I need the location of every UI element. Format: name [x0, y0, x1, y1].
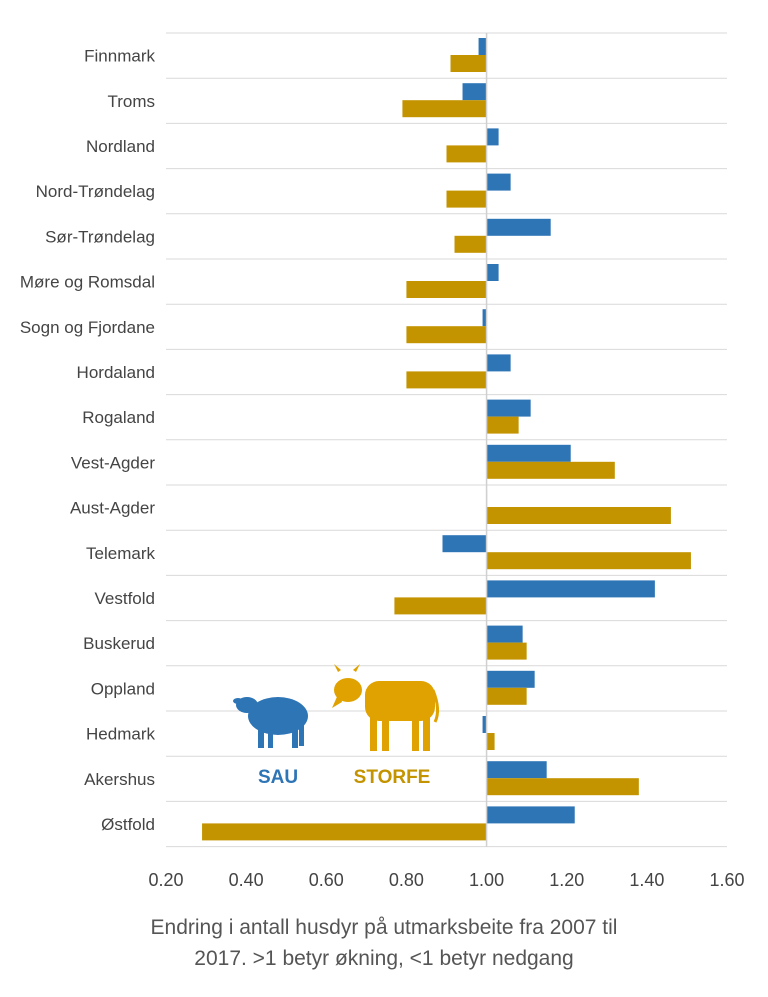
- x-tick-label: 1.20: [549, 870, 584, 890]
- category-label: Telemark: [86, 544, 155, 563]
- x-axis-label: Endring i antall husdyr på utmarksbeite …: [0, 912, 768, 974]
- bar-sau-15: [482, 716, 487, 733]
- bar-sau-17: [486, 806, 575, 824]
- x-axis-label-line-2: 2017. >1 betyr økning, <1 betyr nedgang: [194, 947, 574, 970]
- bar-sau-2: [486, 128, 499, 146]
- category-label: Møre og Romsdal: [20, 273, 155, 292]
- category-label: Hedmark: [86, 725, 155, 744]
- category-label: Akershus: [84, 770, 155, 789]
- x-tick-label: 0.40: [229, 870, 264, 890]
- bar-sau-14: [486, 670, 535, 688]
- bar-storfe-16: [486, 778, 639, 796]
- bar-sau-11: [442, 535, 487, 553]
- x-axis-label-line-1: Endring i antall husdyr på utmarksbeite …: [150, 916, 618, 939]
- bar-storfe-14: [486, 687, 527, 705]
- bar-sau-12: [486, 580, 655, 598]
- bar-storfe-6: [406, 326, 487, 344]
- category-label: Nordland: [86, 137, 155, 156]
- category-label: Sør-Trøndelag: [45, 227, 155, 246]
- x-tick-labels: 0.20 0.40 0.60 0.80 1.00 1.20 1.40 1.60: [148, 870, 744, 890]
- bar-storfe-7: [406, 371, 487, 389]
- bar-storfe-10: [486, 507, 671, 524]
- category-label: Buskerud: [83, 634, 155, 653]
- category-label: Rogaland: [82, 408, 155, 427]
- category-label: Østfold: [101, 815, 155, 834]
- bar-sau-1: [462, 83, 487, 101]
- bar-storfe-2: [446, 145, 487, 163]
- x-tick-label: 0.20: [148, 870, 183, 890]
- bar-storfe-4: [454, 235, 487, 253]
- cow-icon: [332, 664, 440, 751]
- bar-sau-16: [486, 761, 547, 779]
- legend-sau: SAU: [258, 767, 298, 788]
- category-label: Finnmark: [84, 47, 155, 66]
- bars: [202, 38, 691, 841]
- sheep-icon: [233, 697, 308, 748]
- x-tick-label: 1.40: [629, 870, 664, 890]
- category-label: Vestfold: [95, 589, 156, 608]
- bar-storfe-11: [486, 552, 691, 570]
- bar-storfe-13: [486, 642, 527, 660]
- legend-storfe: STORFE: [354, 767, 431, 788]
- category-label: Sogn og Fjordane: [20, 318, 155, 337]
- category-labels: Finnmark Troms Nordland Nord-Trøndelag Sør-T…: [20, 47, 156, 834]
- bar-storfe-15: [486, 733, 495, 750]
- bar-storfe-3: [446, 190, 487, 208]
- bar-sau-5: [486, 264, 499, 281]
- category-label: Troms: [107, 92, 155, 111]
- category-label: Oppland: [91, 679, 155, 698]
- bar-sau-0: [478, 38, 487, 55]
- category-label: Hordaland: [77, 363, 155, 382]
- bar-sau-4: [486, 218, 551, 236]
- bar-sau-13: [486, 625, 523, 643]
- bar-storfe-12: [394, 597, 487, 615]
- bar-storfe-1: [402, 100, 487, 118]
- chart: Finnmark Troms Nordland Nord-Trøndelag Sør-T…: [20, 32, 745, 890]
- bar-storfe-8: [486, 416, 519, 434]
- x-tick-label: 1.60: [709, 870, 744, 890]
- category-label: Nord-Trøndelag: [36, 182, 155, 201]
- bar-storfe-9: [486, 461, 615, 479]
- x-tick-label: 0.80: [389, 870, 424, 890]
- bar-sau-6: [482, 309, 487, 327]
- category-label: Aust-Agder: [70, 499, 155, 518]
- bar-storfe-0: [450, 55, 487, 72]
- legend: SAU STORFE: [233, 664, 440, 788]
- bar-sau-9: [486, 444, 571, 462]
- bar-sau-7: [486, 354, 511, 372]
- bar-sau-8: [486, 399, 531, 417]
- category-label: Vest-Agder: [71, 453, 155, 472]
- grid-lines: [166, 32, 727, 848]
- bar-storfe-17: [202, 823, 487, 841]
- x-tick-label: 0.60: [309, 870, 344, 890]
- bar-storfe-5: [406, 281, 487, 298]
- x-tick-label: 1.00: [469, 870, 504, 890]
- bar-sau-3: [486, 173, 511, 191]
